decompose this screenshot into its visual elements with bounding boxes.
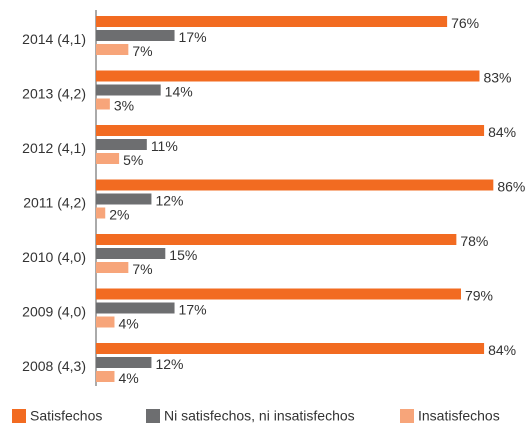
bar	[96, 371, 115, 382]
category-label: 2011 (4,2)	[23, 195, 86, 211]
bar	[96, 84, 161, 96]
category-label: 2010 (4,0)	[22, 249, 86, 265]
category-label: 2014 (4,1)	[22, 31, 86, 47]
category-label: 2009 (4,0)	[22, 304, 86, 320]
value-label: 86%	[497, 179, 525, 195]
bar	[96, 234, 457, 245]
value-label: 12%	[155, 356, 183, 372]
value-label: 4%	[118, 316, 138, 332]
category-label: 2008 (4,3)	[22, 358, 86, 374]
value-label: 12%	[155, 193, 183, 209]
legend-swatch	[12, 409, 26, 423]
bar	[96, 16, 448, 27]
bar	[96, 139, 147, 150]
value-label: 4%	[118, 370, 138, 386]
category-label: 2013 (4,2)	[22, 86, 86, 102]
category-label: 2012 (4,1)	[22, 140, 86, 156]
bar	[96, 193, 152, 205]
bar	[96, 343, 485, 354]
bar	[96, 248, 166, 259]
value-label: 3%	[114, 98, 134, 114]
bar	[96, 179, 494, 191]
bar	[96, 70, 480, 82]
bar	[96, 302, 175, 314]
bar	[96, 262, 129, 273]
bar	[96, 153, 120, 164]
bar	[96, 30, 175, 41]
value-label: 84%	[488, 342, 516, 358]
value-label: 83%	[483, 70, 511, 86]
legend-label: Insatisfechos	[418, 408, 500, 424]
value-label: 76%	[451, 15, 479, 31]
value-label: 7%	[132, 261, 152, 277]
bar	[96, 44, 129, 55]
value-label: 11%	[151, 138, 178, 154]
bar	[96, 98, 110, 110]
value-label: 78%	[460, 233, 488, 249]
value-label: 79%	[465, 288, 493, 304]
bar	[96, 357, 152, 368]
legend-swatch	[400, 409, 414, 423]
value-label: 15%	[169, 247, 197, 263]
bar	[96, 316, 115, 328]
bar	[96, 125, 485, 136]
legend-swatch	[146, 409, 160, 423]
value-label: 14%	[165, 84, 193, 100]
bar	[96, 207, 106, 219]
legend-label: Satisfechos	[30, 408, 102, 424]
value-label: 17%	[179, 29, 207, 45]
value-label: 7%	[132, 43, 152, 59]
value-label: 17%	[179, 302, 207, 318]
bar	[96, 288, 461, 300]
value-label: 2%	[109, 207, 129, 223]
value-label: 5%	[123, 152, 143, 168]
legend-label: Ni satisfechos, ni insatisfechos	[164, 408, 355, 424]
value-label: 84%	[488, 124, 516, 140]
